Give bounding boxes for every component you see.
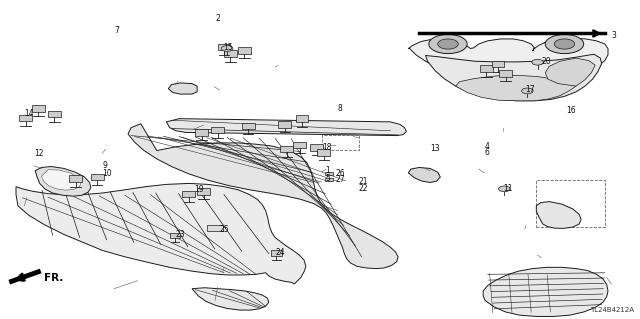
- Bar: [310, 144, 323, 151]
- Bar: [48, 111, 61, 117]
- Text: 8: 8: [338, 104, 342, 113]
- Bar: [170, 233, 180, 238]
- Polygon shape: [128, 124, 398, 269]
- Text: 27: 27: [336, 175, 346, 184]
- Circle shape: [429, 34, 467, 54]
- Bar: [32, 105, 45, 112]
- Bar: [19, 115, 32, 121]
- Bar: [499, 70, 512, 77]
- Polygon shape: [35, 167, 91, 196]
- Text: 6: 6: [484, 148, 490, 157]
- Bar: [325, 178, 333, 181]
- Bar: [280, 146, 293, 152]
- Bar: [242, 123, 255, 129]
- Polygon shape: [483, 267, 608, 316]
- Text: 10: 10: [102, 169, 112, 178]
- Text: 5: 5: [325, 174, 330, 182]
- Bar: [296, 115, 308, 122]
- Text: 2: 2: [215, 14, 220, 23]
- Bar: [492, 61, 504, 67]
- Text: 20: 20: [541, 57, 551, 66]
- Polygon shape: [456, 75, 576, 101]
- Circle shape: [522, 88, 533, 94]
- Text: 21: 21: [358, 177, 368, 186]
- Bar: [322, 135, 359, 150]
- Bar: [238, 47, 251, 54]
- Bar: [317, 149, 330, 156]
- Text: 7: 7: [114, 26, 119, 35]
- Text: 25: 25: [220, 225, 229, 234]
- Polygon shape: [42, 170, 81, 190]
- Text: 13: 13: [430, 144, 440, 153]
- Text: 24: 24: [275, 248, 285, 256]
- Text: 18: 18: [322, 143, 332, 152]
- Bar: [271, 250, 282, 256]
- Polygon shape: [192, 288, 269, 310]
- Circle shape: [545, 34, 584, 54]
- Text: 1: 1: [325, 166, 330, 175]
- Bar: [91, 174, 104, 180]
- Polygon shape: [168, 83, 197, 94]
- Circle shape: [221, 46, 233, 51]
- Text: 19: 19: [194, 185, 204, 194]
- Text: 4: 4: [484, 142, 490, 151]
- Bar: [218, 44, 230, 50]
- Polygon shape: [166, 119, 406, 136]
- Bar: [69, 175, 82, 182]
- Bar: [207, 225, 223, 231]
- Text: 23: 23: [175, 230, 185, 239]
- Text: 9: 9: [102, 161, 108, 170]
- Polygon shape: [16, 183, 306, 284]
- Text: FR.: FR.: [44, 273, 63, 283]
- Text: 16: 16: [566, 106, 576, 115]
- Circle shape: [438, 39, 458, 49]
- Bar: [182, 191, 195, 197]
- Polygon shape: [408, 167, 440, 182]
- Polygon shape: [426, 54, 602, 101]
- Circle shape: [554, 39, 575, 49]
- Polygon shape: [545, 58, 595, 86]
- Bar: [278, 121, 291, 128]
- Text: 17: 17: [525, 85, 534, 94]
- Bar: [211, 127, 224, 133]
- Circle shape: [499, 186, 510, 192]
- Bar: [195, 129, 208, 136]
- Bar: [293, 142, 306, 148]
- Bar: [224, 50, 237, 57]
- Text: 22: 22: [358, 184, 368, 193]
- Text: TL24B4212A: TL24B4212A: [589, 307, 634, 313]
- Bar: [325, 172, 333, 175]
- Text: 3: 3: [611, 31, 616, 40]
- Text: 11: 11: [503, 184, 513, 193]
- Bar: [536, 180, 605, 227]
- Text: 26: 26: [336, 169, 346, 178]
- Circle shape: [532, 59, 543, 65]
- Text: 12: 12: [34, 149, 44, 158]
- Text: 15: 15: [223, 43, 232, 52]
- Bar: [480, 65, 493, 72]
- Polygon shape: [536, 202, 581, 228]
- Text: 14: 14: [24, 109, 34, 118]
- Polygon shape: [408, 38, 608, 82]
- Bar: [197, 188, 210, 195]
